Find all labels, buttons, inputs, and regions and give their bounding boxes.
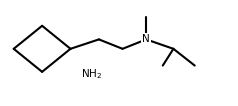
Text: NH$_2$: NH$_2$ <box>81 67 102 81</box>
Text: N: N <box>142 34 150 44</box>
